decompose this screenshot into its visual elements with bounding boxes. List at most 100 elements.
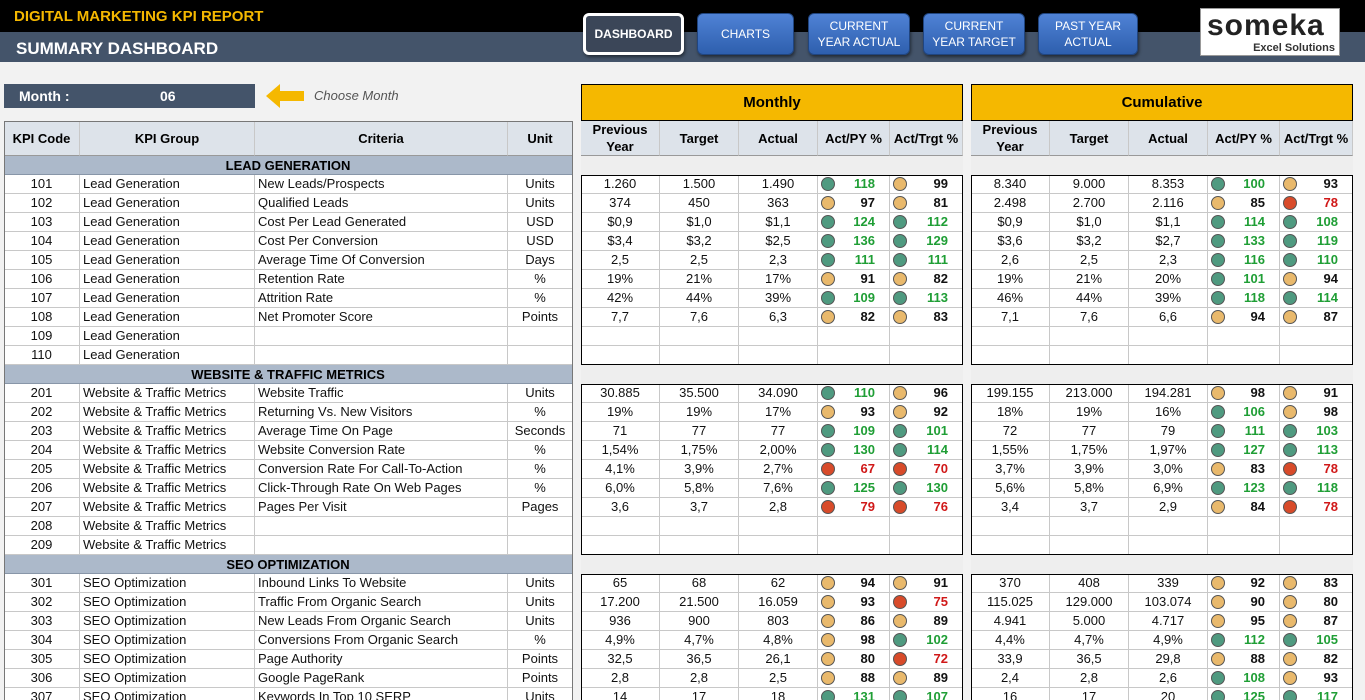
table-cell: Cost Per Conversion [255, 232, 508, 251]
table-cell: 77 [739, 422, 818, 441]
status-indicator [893, 595, 907, 609]
table-cell [660, 517, 739, 536]
ratio-cell: 110 [1280, 251, 1353, 270]
status-indicator [1211, 310, 1225, 324]
nav-button[interactable]: PAST YEAR ACTUAL [1038, 13, 1138, 55]
section-spacer [971, 365, 1353, 384]
status-indicator [1211, 291, 1225, 305]
status-indicator [1283, 671, 1297, 685]
table-cell: 194.281 [1129, 384, 1208, 403]
section-header: SEO OPTIMIZATION [4, 555, 573, 574]
arrow-icon [266, 84, 304, 108]
month-label: Month : [19, 88, 70, 104]
status-indicator [821, 633, 835, 647]
status-indicator [821, 424, 835, 438]
ratio-value: 78 [1323, 461, 1338, 476]
table-cell: 450 [660, 194, 739, 213]
status-indicator [1211, 424, 1225, 438]
table-cell: 29,8 [1129, 650, 1208, 669]
ratio-cell: 78 [1280, 460, 1353, 479]
ratio-cell: 82 [1280, 650, 1353, 669]
table-cell [660, 327, 739, 346]
ratio-value: 70 [933, 461, 948, 476]
table-cell: 305 [4, 650, 80, 669]
ratio-value: 79 [860, 499, 875, 514]
ratio-cell: 80 [1280, 593, 1353, 612]
ratio-value: 89 [933, 670, 948, 685]
status-indicator [893, 462, 907, 476]
status-indicator [821, 291, 835, 305]
ratio-cell: 90 [1208, 593, 1280, 612]
ratio-value: 99 [933, 176, 948, 191]
table-cell: 79 [1129, 422, 1208, 441]
status-indicator [893, 576, 907, 590]
ratio-value: 118 [854, 176, 875, 191]
table-cell: 936 [581, 612, 660, 631]
table-cell: 77 [1050, 422, 1129, 441]
table-cell: Lead Generation [80, 270, 255, 289]
ratio-cell: 94 [1208, 308, 1280, 327]
table-cell: Inbound Links To Website [255, 574, 508, 593]
block-border [581, 574, 963, 700]
table-cell: Units [508, 175, 573, 194]
section-spacer [581, 365, 963, 384]
ratio-value: 76 [933, 499, 948, 514]
month-selector[interactable]: Month : 06 [4, 84, 255, 108]
status-indicator [1211, 690, 1225, 700]
ratio-value: 97 [860, 195, 875, 210]
ratio-value: 93 [860, 404, 875, 419]
table-cell: 26,1 [739, 650, 818, 669]
nav-button[interactable]: CURRENT YEAR TARGET [923, 13, 1025, 55]
table-cell: Website & Traffic Metrics [80, 403, 255, 422]
table-cell: Conversions From Organic Search [255, 631, 508, 650]
table-cell: 2,8 [660, 669, 739, 688]
table-cell: 339 [1129, 574, 1208, 593]
table-cell: 2,00% [739, 441, 818, 460]
table-cell: 4,8% [739, 631, 818, 650]
status-indicator [821, 652, 835, 666]
status-indicator [1283, 481, 1297, 495]
table-cell: 35.500 [660, 384, 739, 403]
table-cell: 199.155 [971, 384, 1050, 403]
table-cell: 4,1% [581, 460, 660, 479]
status-indicator [893, 291, 907, 305]
ratio-value: 75 [933, 594, 948, 609]
status-indicator [893, 177, 907, 191]
status-indicator [893, 215, 907, 229]
nav-button[interactable]: CHARTS [697, 13, 794, 55]
table-cell: Units [508, 384, 573, 403]
status-indicator [1211, 595, 1225, 609]
month-value[interactable]: 06 [160, 88, 176, 104]
table-cell: 3,4 [971, 498, 1050, 517]
table-cell: 4,7% [1050, 631, 1129, 650]
ratio-value: 101 [926, 423, 948, 438]
ratio-value: 118 [1244, 290, 1265, 305]
ratio-value: 80 [860, 651, 875, 666]
table-cell: Units [508, 593, 573, 612]
table-cell: Click-Through Rate On Web Pages [255, 479, 508, 498]
table-cell: 9.000 [1050, 175, 1129, 194]
status-indicator [1211, 386, 1225, 400]
ratio-cell: 123 [1208, 479, 1280, 498]
ratio-value: 83 [1323, 575, 1338, 590]
section-header: LEAD GENERATION [4, 156, 573, 175]
ratio-value: 78 [1323, 195, 1338, 210]
nav-button[interactable]: DASHBOARD [583, 13, 684, 55]
table-cell: 1,97% [1129, 441, 1208, 460]
table-cell: 6,6 [1129, 308, 1208, 327]
ratio-value: 131 [853, 689, 875, 700]
nav-button[interactable]: CURRENT YEAR ACTUAL [808, 13, 910, 55]
ratio-value: 72 [933, 651, 948, 666]
ratio-cell: 124 [818, 213, 890, 232]
ratio-cell: 92 [890, 403, 963, 422]
table-cell: 213.000 [1050, 384, 1129, 403]
ratio-cell: 108 [1208, 669, 1280, 688]
block-border [971, 384, 1353, 555]
logo: someka Excel Solutions [1200, 8, 1340, 56]
table-cell [255, 517, 508, 536]
ratio-value: 96 [933, 385, 948, 400]
table-cell: 103.074 [1129, 593, 1208, 612]
status-indicator [1211, 215, 1225, 229]
ratio-value: 86 [860, 613, 875, 628]
